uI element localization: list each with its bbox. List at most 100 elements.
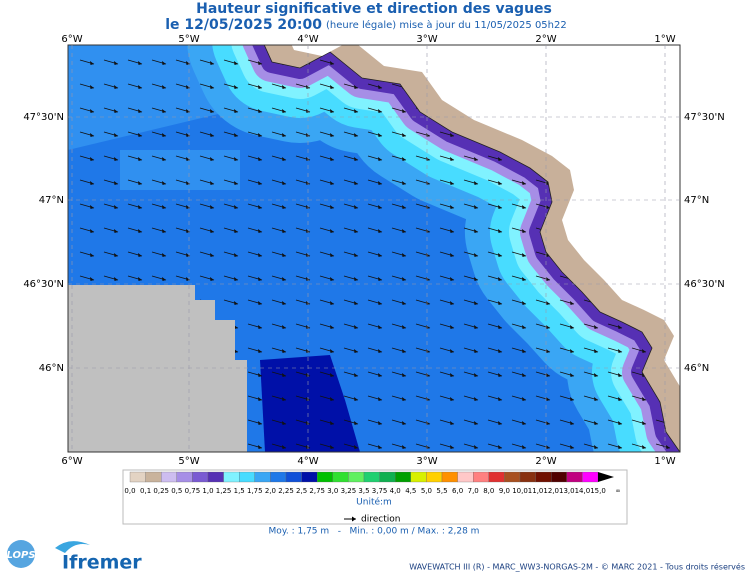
color-swatch <box>566 471 583 483</box>
arrow-head <box>354 445 358 449</box>
arrow-head <box>234 109 238 113</box>
title: Hauteur significative et direction des v… <box>196 1 552 17</box>
arrow-head <box>522 277 526 281</box>
arrow-head <box>114 181 118 185</box>
arrow-head <box>546 349 550 353</box>
arrow-head <box>450 397 454 401</box>
arrow-head <box>378 397 382 401</box>
arrow-head <box>114 229 118 233</box>
legend-label: 8,0 <box>483 487 494 495</box>
arrow-head <box>210 133 214 137</box>
arrow-head <box>498 301 502 305</box>
arrow-head <box>330 85 334 89</box>
color-swatch <box>535 471 552 483</box>
color-swatch <box>488 471 505 483</box>
legend-label: 0,1 <box>140 487 151 495</box>
legend-label: 11,0 <box>528 487 544 495</box>
lon-label: 1°W <box>654 456 675 467</box>
arrow-head <box>618 445 622 449</box>
lat-label: 47°30'N <box>684 112 725 123</box>
arrow-head <box>258 85 262 89</box>
arrow-head <box>282 325 286 329</box>
arrow-head <box>258 181 262 185</box>
color-swatch <box>317 471 333 483</box>
arrow-head <box>258 133 262 137</box>
color-swatch <box>551 471 567 483</box>
arrow-head <box>450 181 454 185</box>
legend-label: 1,5 <box>234 487 245 495</box>
color-swatch <box>285 471 302 483</box>
arrow-head <box>378 133 382 137</box>
arrow-head <box>402 421 406 425</box>
arrow-head <box>522 373 526 377</box>
arrow-head <box>354 373 358 377</box>
arrow-head <box>570 301 574 305</box>
arrow-head <box>330 61 334 65</box>
date: le 12/05/2025 20:00 <box>165 17 322 33</box>
arrow-head <box>282 349 286 353</box>
lon-label: 6°W <box>61 34 82 45</box>
legend-label: 4,0 <box>390 487 401 495</box>
legend-label: 2,5 <box>296 487 307 495</box>
lat-label: 47°N <box>39 195 64 206</box>
color-swatch <box>192 471 209 483</box>
arrow-head <box>474 349 478 353</box>
arrow-head <box>474 277 478 281</box>
arrow-head <box>450 373 454 377</box>
arrow-head <box>402 349 406 353</box>
lat-label: 46°N <box>39 363 64 374</box>
map-frame <box>67 44 681 453</box>
arrow-head <box>258 445 262 449</box>
arrow-head <box>402 229 406 233</box>
color-swatch <box>207 471 224 483</box>
color-swatch <box>348 471 365 483</box>
arrow-head <box>402 205 406 209</box>
arrow-head <box>258 421 262 425</box>
arrow-head <box>450 445 454 449</box>
legend-label: 3,5 <box>358 487 369 495</box>
arrow-head <box>474 181 478 185</box>
arrow-head <box>354 421 358 425</box>
lon-label: 4°W <box>297 456 318 467</box>
arrow-head <box>402 109 406 113</box>
arrow-head <box>210 61 214 65</box>
arrow-head <box>138 157 142 161</box>
arrow-head <box>522 421 526 425</box>
arrow-head <box>402 133 406 137</box>
lon-label: 4°W <box>297 34 318 45</box>
arrow-head <box>138 133 142 137</box>
arrow-head <box>258 349 262 353</box>
arrow-head <box>450 325 454 329</box>
arrow-head <box>90 157 94 161</box>
color-swatch <box>145 471 162 483</box>
arrow-head <box>450 253 454 257</box>
arrow-head <box>498 157 502 161</box>
arrow-head <box>402 253 406 257</box>
legend-label: 2,75 <box>309 487 325 495</box>
arrow-head <box>450 157 454 161</box>
arrow-head <box>282 445 286 449</box>
arrow-head <box>90 253 94 257</box>
arrow-head <box>282 157 286 161</box>
arrow-head <box>114 109 118 113</box>
legend-label: 12,0 <box>543 487 559 495</box>
arrow-head <box>234 277 238 281</box>
arrow-head <box>546 301 550 305</box>
arrow-head <box>114 253 118 257</box>
legend-label: 3,25 <box>341 487 357 495</box>
color-swatch <box>582 471 599 483</box>
arrow-head <box>498 253 502 257</box>
legend-label: 9,0 <box>499 487 510 495</box>
arrow-head <box>162 277 166 281</box>
arrow-head <box>90 61 94 65</box>
arrow-head <box>498 181 502 185</box>
arrow-head <box>234 181 238 185</box>
legend-label: 2,25 <box>278 487 294 495</box>
arrow-head <box>258 277 262 281</box>
arrow-head <box>450 277 454 281</box>
arrow-head <box>90 229 94 233</box>
arrow-head <box>282 277 286 281</box>
arrow-head <box>522 325 526 329</box>
update-note: (heure légale) mise à jour du 11/05/2025… <box>326 19 567 31</box>
arrow-head <box>354 109 358 113</box>
